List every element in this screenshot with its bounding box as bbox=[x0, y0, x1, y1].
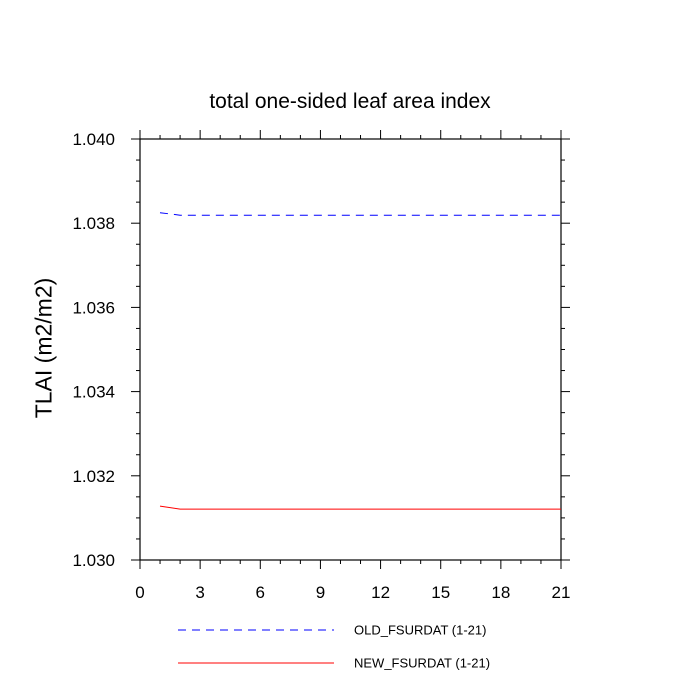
x-tick-label: 6 bbox=[256, 583, 265, 602]
chart-title: total one-sided leaf area index bbox=[209, 90, 491, 113]
plot-frame bbox=[139, 138, 562, 561]
series-line-2 bbox=[159, 505, 561, 510]
legend-label-1: OLD_FSURDAT (1-21) bbox=[354, 623, 486, 638]
y-tick-label: 1.036 bbox=[72, 298, 115, 317]
legend: OLD_FSURDAT (1-21) NEW_FSURDAT (1-21) bbox=[178, 623, 490, 671]
legend-label-2: NEW_FSURDAT (1-21) bbox=[354, 656, 490, 671]
x-tick-label: 12 bbox=[371, 583, 390, 602]
x-tick-label: 18 bbox=[491, 583, 510, 602]
y-tick-label: 1.040 bbox=[72, 130, 115, 149]
x-tick-label: 0 bbox=[135, 583, 144, 602]
x-tick-label: 15 bbox=[431, 583, 450, 602]
x-tick-label: 9 bbox=[316, 583, 325, 602]
y-tick-label: 1.030 bbox=[72, 551, 115, 570]
y-tick-label: 1.034 bbox=[72, 383, 115, 402]
axes-layer: 0 3 6 9 12 15 18 21 1.030 1.032 1.034 1.036 1.038 1.0… bbox=[72, 130, 570, 602]
x-tick-label: 21 bbox=[552, 583, 571, 602]
x-tick-label: 3 bbox=[195, 583, 204, 602]
y-tick-label: 1.032 bbox=[72, 467, 115, 486]
series-layer bbox=[159, 212, 561, 510]
y-tick-label: 1.038 bbox=[72, 214, 115, 233]
series-line-1 bbox=[159, 212, 561, 216]
